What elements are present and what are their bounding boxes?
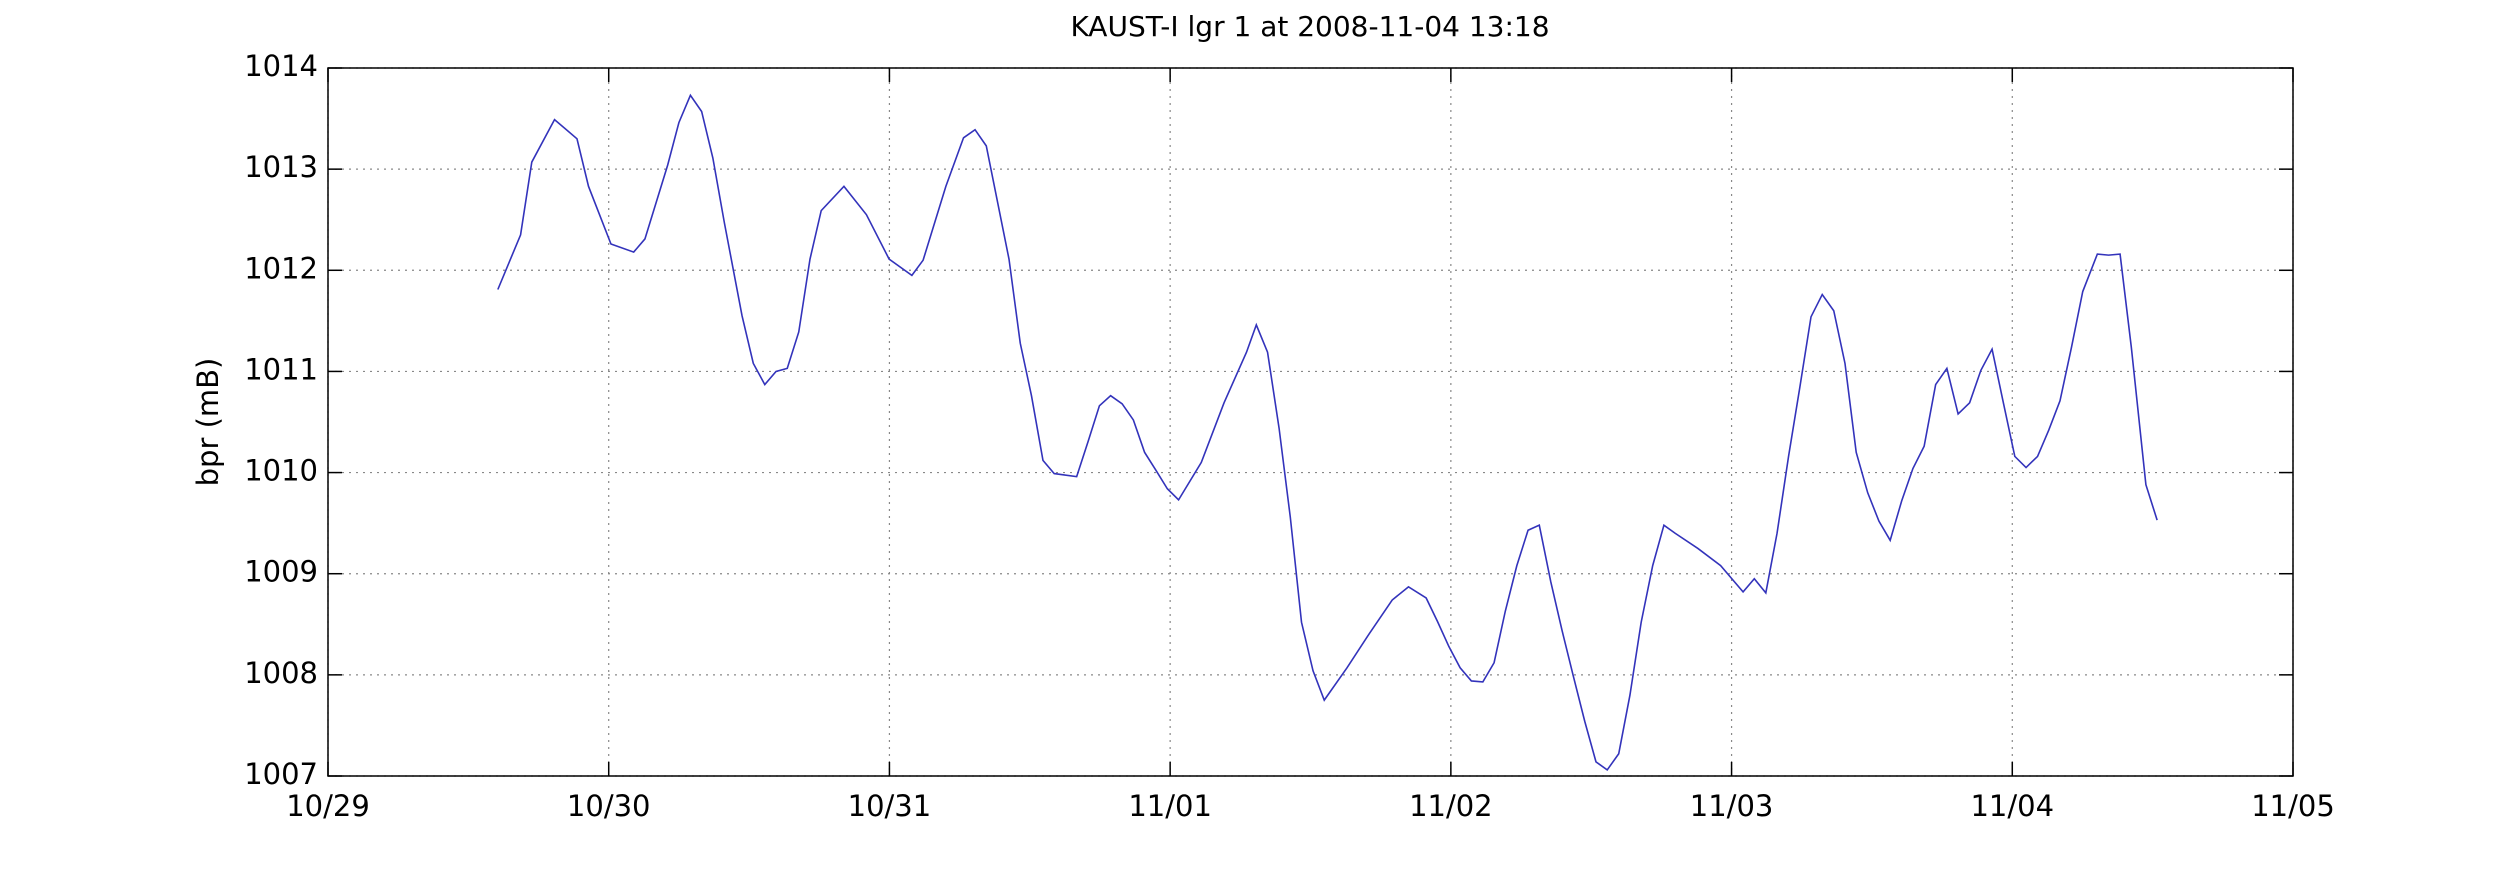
x-tick-label: 10/29 bbox=[286, 789, 370, 823]
x-tick-label: 11/03 bbox=[1690, 789, 1774, 823]
y-tick-label: 1008 bbox=[244, 656, 318, 690]
y-axis-label: bpr (mB) bbox=[191, 358, 225, 487]
x-tick-label: 10/31 bbox=[848, 789, 932, 823]
plot-frame bbox=[327, 67, 2294, 777]
x-tick-label: 11/05 bbox=[2251, 789, 2335, 823]
x-tick-label: 11/02 bbox=[1409, 789, 1493, 823]
x-tick-label: 10/30 bbox=[567, 789, 651, 823]
y-tick-label: 1010 bbox=[244, 454, 318, 488]
y-tick-label: 1014 bbox=[244, 49, 318, 83]
data-line bbox=[497, 93, 2158, 772]
y-tick-label: 1011 bbox=[244, 352, 318, 386]
y-tick-label: 1012 bbox=[244, 251, 318, 285]
y-tick-label: 1013 bbox=[244, 150, 318, 184]
y-tick-label: 1009 bbox=[244, 555, 318, 589]
y-tick-label: 1007 bbox=[244, 757, 318, 791]
chart-title: KAUST-I lgr 1 at 2008-11-04 13:18 bbox=[1070, 10, 1549, 43]
x-tick-label: 11/04 bbox=[1970, 789, 2054, 823]
x-tick-label: 11/01 bbox=[1128, 789, 1212, 823]
